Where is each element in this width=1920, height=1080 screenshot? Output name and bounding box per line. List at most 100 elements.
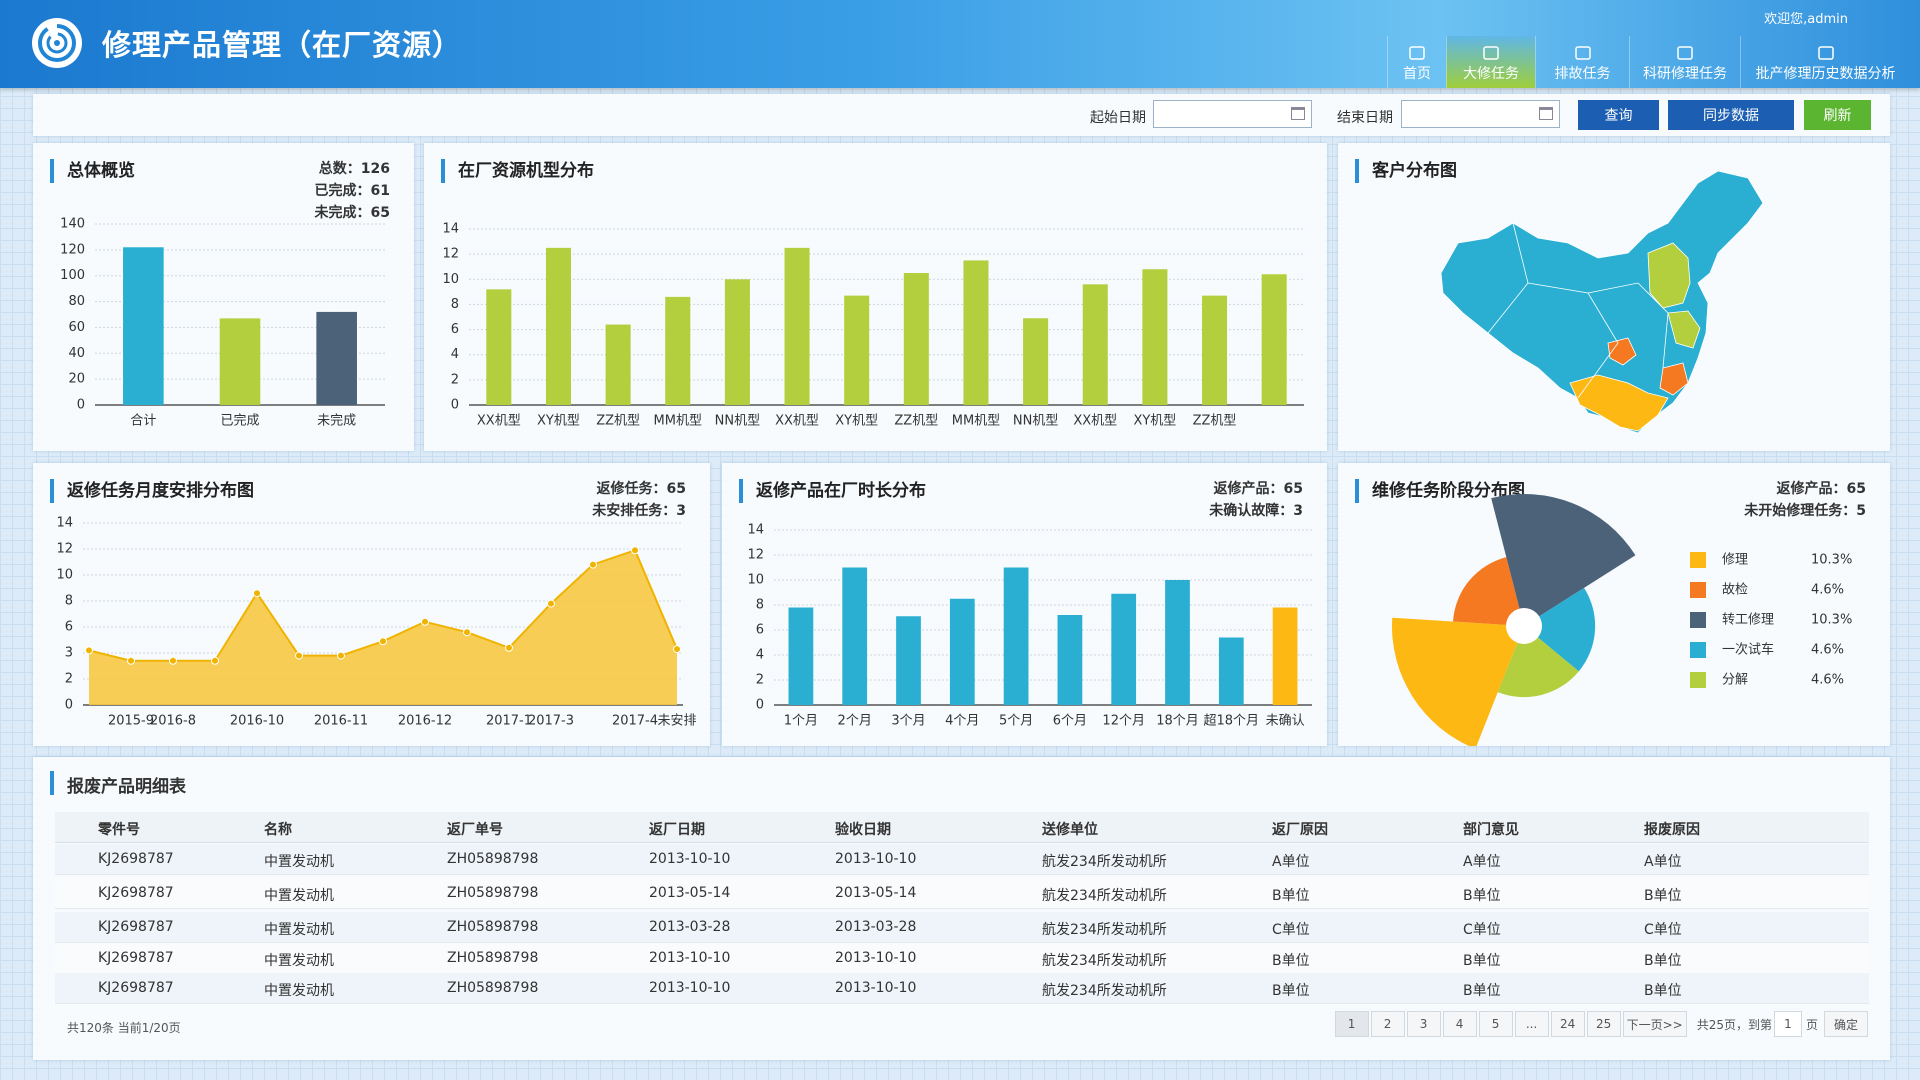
x-tick-label: NN机型	[715, 414, 760, 429]
panel: 客户分布图	[1338, 143, 1890, 451]
page-button[interactable]: 3	[1406, 1011, 1441, 1037]
x-tick-label: NN机型	[1013, 414, 1058, 429]
page-button[interactable]: 2	[1370, 1011, 1405, 1037]
bar	[316, 311, 357, 405]
nav-item[interactable]: 排故任务	[1535, 36, 1629, 88]
end-date[interactable]	[1401, 100, 1560, 128]
x-tick-label: 2016-12	[398, 714, 452, 729]
bar	[1272, 607, 1298, 705]
header: 修理产品管理（在厂资源） 欢迎您,admin 首页 大修任务 排故任务 科研修理任务 批…	[0, 0, 1920, 88]
y-tick-label: 0	[65, 698, 73, 713]
chart-title: 返修产品在厂时长分布	[756, 480, 926, 501]
y-tick-label: 8	[451, 297, 459, 312]
page-button[interactable]: 1	[1334, 1011, 1369, 1037]
point	[631, 546, 639, 555]
y-tick-label: 4	[756, 648, 764, 663]
page-button[interactable]: 5	[1478, 1011, 1513, 1037]
table-cell: C单位	[1272, 922, 1310, 938]
x-tick-label: 未完成	[317, 414, 356, 429]
chart-title: 返修任务月度安排分布图	[67, 480, 254, 501]
point	[547, 599, 555, 608]
y-tick-label: 4	[451, 347, 459, 362]
x-tick-label: XX机型	[775, 414, 819, 429]
table-cell: KJ2698787	[98, 885, 174, 901]
page-button[interactable]: ...	[1514, 1011, 1549, 1037]
table-cell: B单位	[1644, 888, 1682, 904]
area	[89, 550, 677, 705]
y-tick-label: 6	[451, 322, 459, 337]
table-cell: 中置发动机	[264, 953, 334, 969]
x-tick-label: MM机型	[952, 414, 1000, 429]
legend-value: 4.6%	[1811, 643, 1844, 658]
nav-label: 大修任务	[1463, 66, 1519, 82]
table-cell: B单位	[1463, 888, 1501, 904]
table-cell: 2013-10-10	[835, 980, 917, 996]
table-cell: B单位	[1272, 983, 1310, 999]
nav-label: 批产修理历史数据分析	[1755, 66, 1896, 82]
refresh-button[interactable]: 刷新	[1804, 100, 1871, 130]
nav-item[interactable]: 大修任务	[1446, 36, 1535, 88]
table-cell: 中置发动机	[264, 922, 334, 938]
nav-item[interactable]: 批产修理历史数据分析	[1740, 36, 1910, 88]
column-header: 返厂单号	[447, 822, 503, 838]
table-cell: 航发234所发动机所	[1042, 854, 1167, 870]
y-tick-label: 60	[68, 320, 85, 335]
page-button[interactable]: 25	[1586, 1011, 1621, 1037]
y-tick-label: 10	[442, 272, 459, 287]
query-button[interactable]: 查询	[1578, 100, 1659, 130]
annotation: 总数：126	[319, 160, 390, 177]
confirm-button[interactable]: 确定	[1824, 1011, 1868, 1037]
start-date[interactable]	[1153, 100, 1312, 128]
y-tick-label: 8	[65, 594, 73, 609]
table-cell: KJ2698787	[98, 950, 174, 966]
table-cell: ZH05898798	[447, 980, 539, 996]
x-tick-label: 2016-8	[150, 714, 196, 729]
nav-item[interactable]: 首页	[1387, 36, 1446, 88]
nav-icon-shape	[1817, 46, 1834, 60]
legend-value: 10.3%	[1811, 613, 1852, 628]
y-tick-label: 120	[60, 242, 85, 257]
table-cell: 2013-10-10	[835, 851, 917, 867]
y-tick-label: 14	[442, 222, 459, 237]
table-cell: KJ2698787	[98, 980, 174, 996]
annotation: 已完成：61	[315, 182, 390, 199]
page-button[interactable]: 4	[1442, 1011, 1477, 1037]
logo	[32, 18, 82, 68]
legend-swatch	[1690, 672, 1706, 688]
table-row	[55, 844, 1869, 875]
legend-swatch	[1690, 582, 1706, 598]
table-cell: A单位	[1463, 854, 1501, 870]
nav-label: 首页	[1403, 66, 1431, 82]
column-header: 返厂原因	[1272, 822, 1328, 838]
y-tick-label: 6	[756, 623, 764, 638]
table-cell: 2013-03-28	[835, 919, 917, 935]
point	[295, 651, 303, 660]
x-tick-label: 2个月	[838, 714, 872, 729]
table-cell: B单位	[1644, 953, 1682, 969]
nav-icon-shape	[1677, 46, 1693, 60]
rose-hole	[1506, 608, 1542, 644]
title-accent	[739, 479, 743, 503]
table-cell: C单位	[1644, 922, 1682, 938]
page-button[interactable]: 24	[1550, 1011, 1585, 1037]
legend-label: 修理	[1722, 553, 1748, 568]
x-tick-label: 2016-10	[230, 714, 284, 729]
panel: 维修任务阶段分布图 返修产品：65 未开始修理任务：5 修理 10.3% 故检 4.6% 转工…	[1338, 463, 1890, 749]
table-row	[55, 912, 1869, 943]
x-tick-label: 未安排	[657, 714, 696, 729]
table-cell: B单位	[1272, 888, 1310, 904]
nav: 首页 大修任务 排故任务 科研修理任务 批产修理历史数据分析	[1387, 36, 1910, 88]
bar	[219, 318, 261, 405]
page-button[interactable]: 下一页>>	[1622, 1011, 1687, 1037]
y-tick-label: 0	[756, 698, 764, 713]
sync-button[interactable]: 同步数据	[1668, 100, 1794, 130]
point	[253, 589, 261, 598]
map-border	[1587, 282, 1669, 369]
page-input[interactable]: 1	[1773, 1011, 1802, 1037]
table-row	[55, 943, 1869, 974]
nav-item[interactable]: 科研修理任务	[1629, 36, 1740, 88]
nav-icon-shape	[1574, 46, 1591, 60]
x-tick-label: ZZ机型	[894, 414, 938, 429]
table-cell: 2013-10-10	[649, 851, 731, 867]
table-cell: 2013-05-14	[649, 885, 731, 901]
